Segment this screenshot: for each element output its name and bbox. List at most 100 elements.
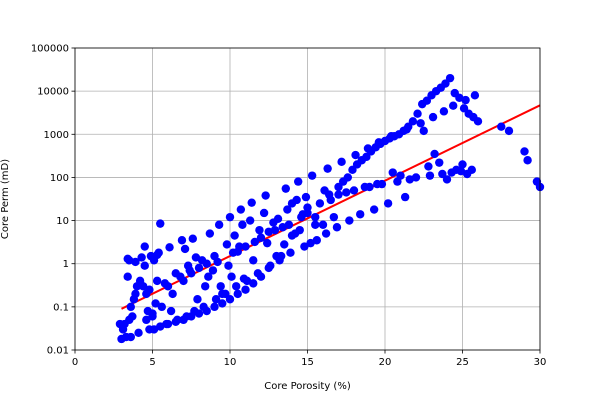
data-point <box>345 216 354 225</box>
data-point <box>445 73 455 83</box>
data-point <box>201 282 210 291</box>
data-point <box>393 177 402 186</box>
data-point <box>190 306 199 316</box>
x-axis-label: Core Porosity (%) <box>264 381 351 392</box>
data-point <box>365 182 374 192</box>
data-point <box>363 144 373 153</box>
data-point <box>134 328 143 338</box>
data-point <box>520 147 529 156</box>
data-point <box>199 302 208 312</box>
x-tick-label: 5 <box>149 357 155 368</box>
data-point <box>280 240 289 249</box>
data-points <box>115 73 545 344</box>
data-point <box>250 237 259 247</box>
data-point <box>247 198 256 207</box>
x-axis-ticks: 0 5 10 15 20 25 30 <box>72 350 546 368</box>
data-point <box>152 276 162 286</box>
data-point <box>416 119 425 128</box>
y-tick-label: 1000 <box>44 130 69 141</box>
data-point <box>165 243 174 252</box>
data-point <box>236 205 246 214</box>
data-point <box>295 225 304 235</box>
data-point <box>458 160 467 169</box>
data-point <box>286 248 295 257</box>
data-point <box>204 272 213 281</box>
data-point <box>259 208 269 218</box>
data-point <box>449 101 458 110</box>
data-point <box>225 212 235 222</box>
data-point <box>315 199 325 208</box>
data-point <box>194 263 204 273</box>
data-point <box>180 244 190 254</box>
data-point <box>467 165 476 175</box>
data-point <box>523 156 532 165</box>
data-point <box>356 210 365 219</box>
data-point <box>235 242 244 251</box>
data-point <box>275 256 284 265</box>
data-point <box>162 319 171 329</box>
data-point <box>300 242 309 251</box>
data-point <box>157 302 166 312</box>
data-point <box>123 272 132 281</box>
data-point <box>151 299 160 308</box>
y-tick-label: 10000 <box>37 87 69 98</box>
x-tick-label: 25 <box>456 357 469 368</box>
data-point <box>435 158 444 167</box>
data-point <box>255 225 264 235</box>
data-point <box>388 168 397 177</box>
data-point <box>307 171 317 180</box>
data-point <box>128 312 137 321</box>
data-point <box>228 248 238 257</box>
data-point <box>411 173 421 182</box>
data-point <box>117 334 126 344</box>
data-point <box>221 289 230 299</box>
data-point <box>292 195 301 205</box>
data-point <box>326 195 335 205</box>
data-point <box>428 112 438 122</box>
data-point <box>245 216 255 225</box>
data-point <box>126 302 135 312</box>
data-point <box>208 266 218 275</box>
data-point <box>270 225 280 235</box>
data-point <box>430 149 439 159</box>
y-tick-label: 0.1 <box>53 302 69 313</box>
y-tick-label: 100000 <box>31 44 69 55</box>
x-tick-label: 10 <box>224 357 237 368</box>
data-point <box>139 282 148 291</box>
data-point <box>163 282 173 291</box>
data-point <box>377 179 387 189</box>
data-point <box>387 132 396 141</box>
data-point <box>301 192 311 202</box>
y-tick-label: 0.01 <box>47 346 69 357</box>
data-point <box>383 199 393 208</box>
data-point <box>233 289 242 299</box>
data-point <box>222 240 232 249</box>
data-point <box>263 238 272 248</box>
data-point <box>132 282 142 291</box>
data-point <box>303 208 312 218</box>
data-point <box>230 231 239 240</box>
data-point <box>419 126 428 136</box>
data-point <box>497 122 506 131</box>
data-point <box>152 250 162 260</box>
data-point <box>311 212 320 222</box>
data-point <box>205 229 215 238</box>
data-point <box>439 107 449 116</box>
data-point <box>321 229 331 238</box>
data-point <box>182 312 191 321</box>
data-point <box>323 164 332 173</box>
data-point <box>337 157 346 167</box>
data-point <box>351 150 360 160</box>
y-axis-label: Core Perm (mD) <box>0 159 11 239</box>
data-point <box>216 282 225 291</box>
data-point <box>238 220 247 229</box>
data-point <box>266 261 275 270</box>
data-point <box>227 272 236 281</box>
data-point <box>126 332 135 342</box>
data-point <box>249 256 258 265</box>
data-point <box>120 319 129 329</box>
data-point <box>202 259 211 268</box>
data-point <box>424 162 433 171</box>
data-point <box>210 251 219 261</box>
